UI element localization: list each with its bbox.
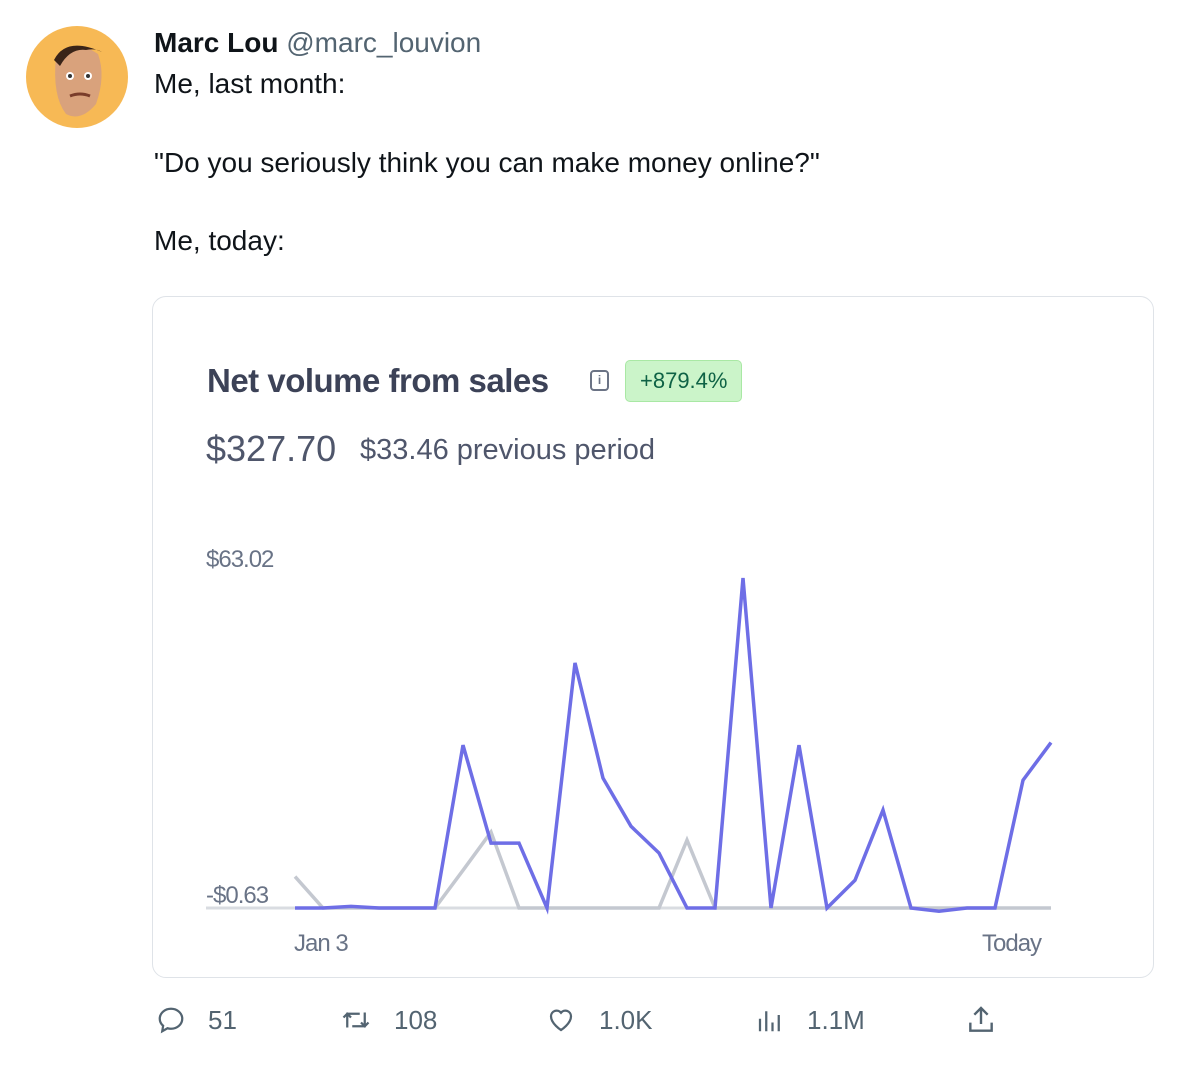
x-tick-end: Today [982, 930, 1042, 957]
tweet-text-line: Me, today: [154, 225, 285, 256]
media-card[interactable] [152, 296, 1154, 978]
previous-period: $33.46 previous period [360, 434, 656, 466]
retweet-button[interactable]: 108 [340, 1000, 437, 1040]
author[interactable]: Marc Lou @marc_louvion [154, 27, 481, 59]
y-tick-max: $63.02 [206, 546, 274, 573]
y-tick-min: -$0.63 [206, 882, 269, 909]
views-button[interactable]: 1.1M [755, 1000, 865, 1040]
tweet-text-line: Me, last month: [154, 68, 346, 99]
views-count: 1.1M [807, 1004, 865, 1035]
like-count: 1.0K [599, 1004, 653, 1035]
tweet-text-line: "Do you seriously think you can make mon… [154, 147, 820, 178]
chart-title: Net volume from sales [207, 362, 549, 399]
retweet-count: 108 [394, 1004, 438, 1035]
share-icon [969, 1006, 993, 1032]
views-chart-icon [758, 1011, 780, 1032]
like-button[interactable]: 1.0K [545, 1000, 653, 1040]
heart-icon [549, 1009, 573, 1032]
reply-button[interactable]: 51 [156, 1000, 237, 1040]
avatar-face-icon [54, 45, 102, 117]
avatar[interactable] [26, 26, 128, 128]
reply-count: 51 [208, 1004, 237, 1035]
current-period-line [295, 577, 1053, 915]
change-badge: +879.4% [625, 360, 743, 402]
info-icon: i [590, 370, 609, 391]
author-handle[interactable]: @marc_louvion [286, 27, 482, 58]
total-value: $327.70 [206, 428, 337, 469]
x-tick-start: Jan 3 [294, 930, 349, 957]
share-button[interactable] [965, 1000, 1019, 1040]
retweet-icon [342, 1012, 370, 1028]
previous-period-line [293, 828, 1051, 910]
reply-icon [158, 1007, 184, 1034]
author-name[interactable]: Marc Lou [154, 27, 279, 58]
